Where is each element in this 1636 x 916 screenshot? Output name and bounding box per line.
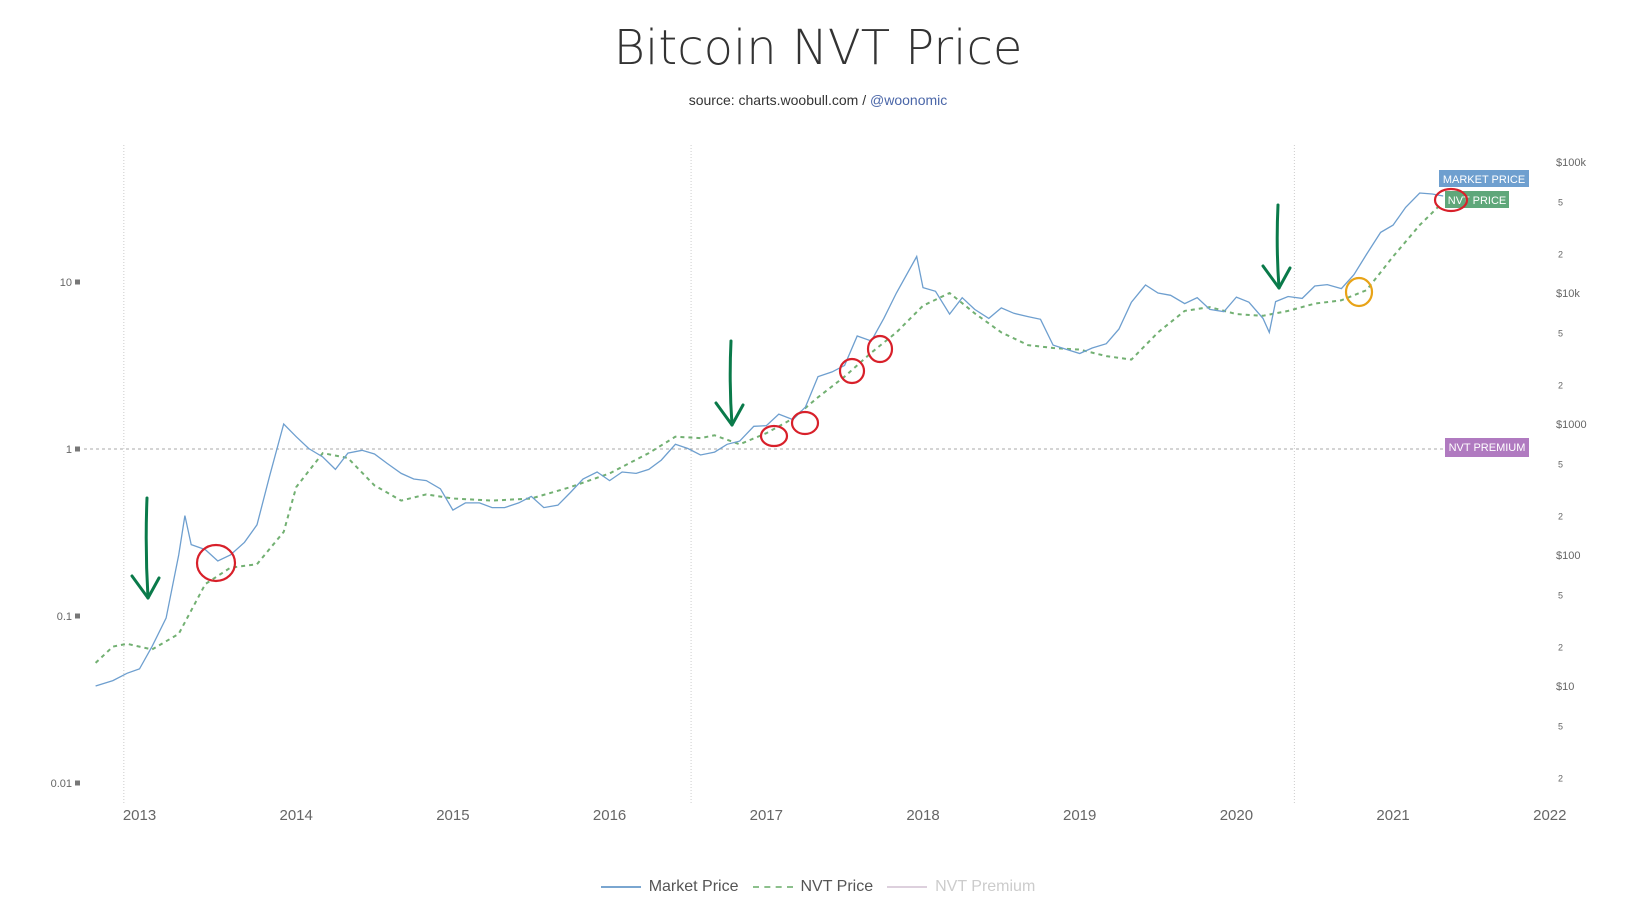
- right-minor-tick: 2: [1558, 643, 1563, 653]
- legend-swatch-nvt: [752, 886, 793, 888]
- series-nvt-price: [94, 204, 1441, 664]
- right-tick-label: $10k: [1556, 288, 1580, 300]
- market-price-label: MARKET PRICE: [1443, 174, 1525, 186]
- x-tick-label: 2019: [1063, 807, 1096, 824]
- legend: Market Price NVT Price NVT Premium: [0, 878, 1636, 896]
- orange-circle-annotation: [1344, 276, 1374, 308]
- green-arrow-icon: [144, 496, 150, 600]
- left-tick-label: 10: [60, 277, 72, 289]
- right-minor-tick: 2: [1558, 774, 1563, 784]
- left-tick-mark: [75, 613, 80, 619]
- green-arrowhead-icon: [714, 401, 745, 427]
- right-tick-label: $1000: [1556, 419, 1587, 431]
- right-minor-tick: 5: [1558, 590, 1563, 600]
- red-circle-annotation: [1433, 187, 1469, 213]
- x-tick-label: 2021: [1376, 807, 1409, 824]
- x-tick-label: 2022: [1533, 807, 1566, 824]
- source-handle-link[interactable]: @woonomic: [870, 92, 948, 108]
- market-price-label-bg: [1439, 170, 1529, 187]
- green-arrowhead-icon: [1261, 264, 1292, 290]
- chart-title: Bitcoin NVT Price: [613, 20, 1023, 76]
- series-market-price: [95, 192, 1444, 687]
- right-tick-label: $100: [1556, 550, 1580, 562]
- right-tick-label: $100k: [1556, 157, 1586, 169]
- x-tick-label: 2020: [1220, 807, 1253, 824]
- legend-market-price[interactable]: Market Price: [600, 878, 739, 896]
- left-tick-mark: [75, 780, 80, 786]
- left-tick-mark: [75, 279, 80, 285]
- left-tick-label: 0.01: [51, 778, 72, 790]
- x-tick-label: 2013: [123, 807, 156, 824]
- nvt-premium-label: NVT PREMIUM: [1449, 442, 1526, 454]
- green-arrow-icon: [1275, 203, 1281, 290]
- nvt-price-label: NVT PRICE: [1448, 195, 1506, 207]
- right-minor-tick: 5: [1558, 459, 1563, 469]
- x-tick-label: 2018: [906, 807, 939, 824]
- right-minor-tick: 2: [1558, 250, 1563, 260]
- right-minor-tick: 5: [1558, 328, 1563, 338]
- nvt-price-label-bg: [1445, 191, 1509, 208]
- legend-swatch-premium: [887, 886, 928, 888]
- legend-label: NVT Premium: [935, 878, 1036, 895]
- right-minor-tick: 5: [1558, 721, 1563, 731]
- legend-label: NVT Price: [800, 878, 874, 895]
- red-circle-annotation: [790, 410, 820, 436]
- red-circle-annotation: [195, 543, 237, 583]
- red-circle-annotation: [759, 424, 789, 448]
- left-tick-label: 0.1: [57, 611, 72, 623]
- x-tick-label: 2017: [750, 807, 783, 824]
- x-tick-label: 2016: [593, 807, 626, 824]
- right-minor-tick: 5: [1558, 197, 1563, 207]
- legend-label: Market Price: [648, 878, 739, 895]
- left-tick-mark: [75, 446, 80, 452]
- green-arrowhead-icon: [130, 574, 161, 600]
- right-minor-tick: 2: [1558, 381, 1563, 391]
- chart-subtitle: source: charts.woobull.com / @woonomic: [0, 92, 1636, 108]
- legend-swatch-market: [600, 886, 641, 888]
- green-arrow-icon: [728, 339, 734, 427]
- x-tick-label: 2014: [280, 807, 313, 824]
- legend-nvt-price[interactable]: NVT Price: [752, 878, 874, 896]
- nvt-premium-label-bg: [1445, 438, 1529, 457]
- red-circle-annotation: [866, 334, 894, 364]
- right-tick-label: $10: [1556, 681, 1574, 693]
- legend-nvt-premium[interactable]: NVT Premium: [887, 878, 1035, 896]
- right-minor-tick: 2: [1558, 512, 1563, 522]
- source-text: source: charts.woobull.com /: [688, 92, 871, 108]
- red-circle-annotation: [838, 357, 866, 385]
- left-tick-label: 1: [66, 444, 72, 456]
- x-tick-label: 2015: [436, 807, 469, 824]
